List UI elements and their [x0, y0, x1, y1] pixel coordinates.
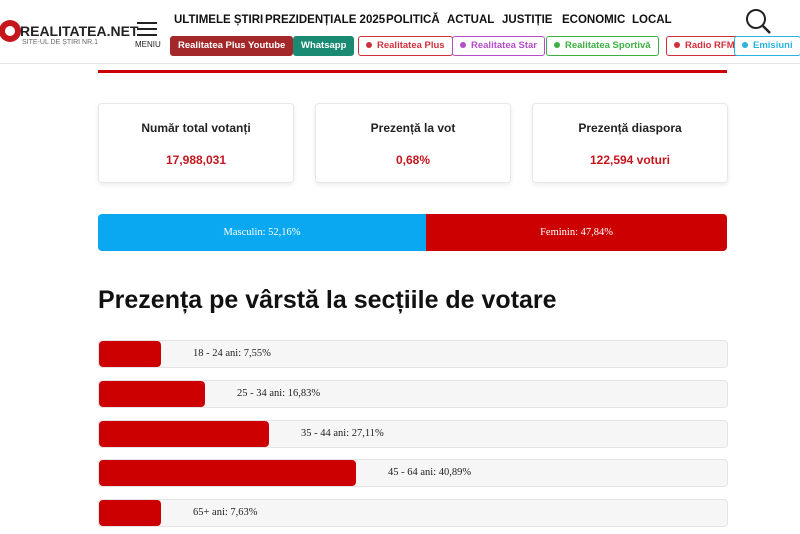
- age-track: 18 - 24 ani: 7,55%: [98, 340, 728, 368]
- age-bar: [99, 380, 205, 407]
- divider: [98, 70, 727, 73]
- stat-value: 0,68%: [395, 153, 431, 167]
- stat-label: Prezență la vot: [370, 121, 456, 135]
- age-label: 18 - 24 ani: 7,55%: [193, 348, 271, 359]
- section-title: Prezența pe vârstă la secțiile de votare: [98, 286, 557, 314]
- dot: [742, 42, 748, 48]
- nav-button[interactable]: Realitatea Sportivă: [546, 36, 659, 56]
- header: REALITATEA.NET SITE-UL DE ȘTIRI NR.1 MEN…: [0, 0, 800, 64]
- nav-button[interactable]: Realitatea Star: [452, 36, 546, 56]
- nav-button[interactable]: Radio RFM: [666, 36, 743, 56]
- age-label: 25 - 34 ani: 16,83%: [237, 387, 321, 399]
- stat-label: Număr total votanți: [141, 121, 251, 135]
- stat-card: Prezență diaspora 122,594 voturi: [532, 103, 728, 183]
- age-bar: [99, 500, 161, 527]
- nav-button[interactable]: Realitatea Plus Youtube: [170, 36, 294, 56]
- age-label: 35 - 44 ani: 27,11%: [301, 427, 384, 439]
- button-label[interactable]: Realitatea Star: [471, 40, 538, 51]
- age-track: 25 - 34 ani: 16,83%: [98, 379, 728, 408]
- button-label[interactable]: Realitatea Sportivă: [565, 40, 651, 51]
- dot: [460, 42, 466, 48]
- dot: [554, 42, 560, 48]
- menu-label[interactable]: MENIU: [135, 40, 161, 49]
- age-label: 45 - 64 ani: 40,89%: [388, 467, 472, 479]
- nav-link[interactable]: ECONOMIC: [562, 14, 626, 26]
- age-bar: [99, 420, 270, 447]
- stat-card: Prezență la vot 0,68%: [315, 103, 511, 183]
- button-label[interactable]: Whatsapp: [301, 40, 347, 51]
- age-track: 45 - 64 ani: 40,89%: [98, 459, 728, 488]
- gender-segment: Masculin: 52,16%: [98, 214, 427, 251]
- nav-link[interactable]: JUSTIȚIE: [502, 14, 553, 26]
- button-label[interactable]: Realitatea Plus: [377, 40, 445, 51]
- stat-card: Număr total votanți 17,988,031: [98, 103, 294, 183]
- nav-button[interactable]: Whatsapp: [293, 36, 355, 56]
- tagline: SITE-UL DE ȘTIRI NR.1: [22, 39, 98, 46]
- nav-link[interactable]: ACTUAL: [447, 14, 495, 26]
- stat-value: 17,988,031: [165, 153, 227, 167]
- nav-link[interactable]: POLITICĂ: [386, 14, 440, 26]
- button-label[interactable]: Radio RFM: [685, 40, 735, 51]
- nav-link[interactable]: LOCAL: [632, 14, 672, 26]
- gender-label: Feminin: 47,84%: [540, 227, 613, 238]
- gender-label: Masculin: 52,16%: [223, 227, 301, 238]
- age-track: 65+ ani: 7,63%: [98, 499, 728, 528]
- gender-bar: Masculin: 52,16% Feminin: 47,84%: [98, 214, 727, 251]
- button-label[interactable]: Realitatea Plus Youtube: [178, 40, 286, 51]
- nav-link[interactable]: PREZIDENȚIALE 2025: [265, 14, 386, 26]
- nav-button[interactable]: Emisiuni: [734, 36, 800, 56]
- dot: [366, 42, 372, 48]
- logo-icon: [0, 20, 21, 42]
- nav-link[interactable]: ULTIMELE ȘTIRI: [174, 14, 264, 26]
- button-label[interactable]: Emisiuni: [753, 40, 793, 51]
- search-icon[interactable]: [744, 7, 772, 35]
- stat-label: Prezență diaspora: [578, 121, 682, 135]
- age-track: 35 - 44 ani: 27,11%: [98, 419, 728, 448]
- age-bar: [99, 341, 161, 367]
- menu-icon[interactable]: [136, 20, 158, 38]
- age-bar: [99, 460, 356, 487]
- dot: [674, 42, 680, 48]
- age-label: 65+ ani: 7,63%: [193, 507, 258, 519]
- nav-button[interactable]: Realitatea Plus: [358, 36, 453, 56]
- logo[interactable]: REALITATEA.NET: [20, 23, 139, 39]
- gender-segment: Feminin: 47,84%: [426, 214, 727, 251]
- stat-value: 122,594 voturi: [589, 153, 671, 167]
